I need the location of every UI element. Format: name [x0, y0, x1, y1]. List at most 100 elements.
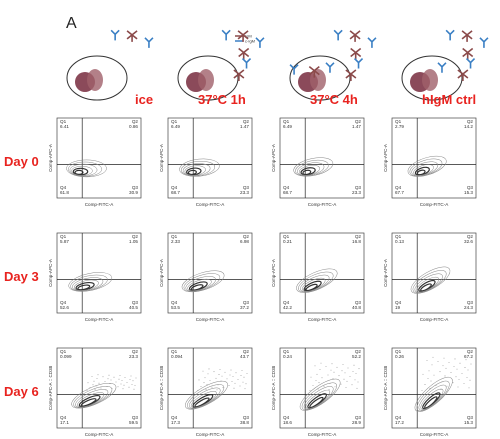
quadrant-name: Q2	[243, 234, 250, 239]
quadrant-name: Q1	[60, 349, 67, 354]
event-dot	[309, 390, 311, 391]
contour	[422, 392, 441, 410]
contour	[68, 272, 113, 292]
event-dot	[433, 374, 435, 376]
event-dot	[429, 388, 431, 390]
condition-label: hIgM ctrl	[422, 92, 476, 107]
quadrant-name: Q4	[395, 185, 402, 190]
quadrant-percent: 0.094	[171, 354, 183, 359]
event-dot	[113, 376, 115, 378]
event-dot	[330, 369, 332, 371]
x-axis-label: Comp-FITC-A	[85, 317, 115, 322]
antibody	[237, 47, 250, 61]
event-dot	[319, 369, 321, 370]
condition-label: 37°C 4h	[310, 92, 358, 107]
event-dot	[106, 386, 108, 387]
event-dot	[443, 357, 445, 359]
event-dot	[444, 375, 446, 377]
event-dot	[109, 383, 111, 384]
plot-frame	[167, 117, 253, 199]
event-dot	[95, 385, 97, 387]
event-dot	[437, 361, 439, 362]
event-dot	[318, 382, 320, 384]
quadrant-percent: 68.7	[283, 190, 292, 195]
contour	[293, 157, 334, 177]
event-dot	[131, 384, 133, 385]
event-dot	[344, 372, 346, 374]
antibody	[353, 57, 364, 70]
event-dot	[107, 378, 109, 380]
quadrant-percent: 19	[395, 305, 401, 310]
quadrant-name: Q1	[283, 234, 290, 239]
contour	[411, 161, 439, 176]
event-dot	[222, 387, 224, 389]
quadrant-name: Q2	[132, 119, 139, 124]
event-dot	[358, 368, 360, 370]
contour	[407, 155, 447, 177]
nucleus	[87, 69, 103, 91]
event-dot	[428, 370, 430, 372]
quadrant-name: Q4	[283, 415, 290, 420]
event-dot	[441, 381, 443, 383]
y-axis-label: Comp-APC-A	[159, 143, 164, 172]
event-dot	[439, 371, 441, 373]
panel-label: A	[66, 15, 77, 32]
plot-frame	[279, 232, 365, 314]
contour	[185, 380, 228, 410]
quadrant-percent: 15.3	[464, 190, 473, 195]
plot-frame	[56, 117, 142, 199]
event-dot	[135, 377, 137, 379]
contour	[184, 165, 206, 176]
quadrant-percent: 23.3	[129, 354, 138, 359]
quadrant-percent: 14.2	[464, 124, 473, 129]
event-dot	[130, 375, 132, 377]
event-dot	[205, 388, 207, 390]
antibody	[479, 37, 489, 49]
event-dot	[232, 376, 234, 378]
event-dot	[442, 365, 444, 367]
quadrant-percent: 67.7	[395, 190, 404, 195]
event-dot	[118, 378, 120, 380]
plot-frame	[56, 347, 142, 429]
event-dot	[100, 387, 102, 389]
day-label: Day 3	[4, 269, 39, 284]
event-dot	[432, 356, 434, 358]
plot-frame	[56, 232, 142, 314]
event-dot	[461, 373, 463, 374]
quadrant-percent: 28.9	[352, 420, 361, 425]
event-dot	[92, 384, 94, 386]
quadrant-name: Q1	[171, 349, 178, 354]
event-dot	[219, 369, 221, 370]
event-dot	[343, 378, 345, 380]
y-axis-label: Comp-APC-A	[271, 258, 276, 287]
event-dot	[220, 380, 222, 382]
quadrant-name: Q2	[467, 234, 474, 239]
y-axis-label: Comp-APC-A	[271, 143, 276, 172]
contour	[298, 271, 334, 293]
quadrant-percent: 52.2	[352, 354, 361, 359]
event-dot	[310, 376, 312, 378]
contour	[66, 159, 107, 178]
contour	[71, 382, 117, 409]
quadrant-percent: 42.2	[283, 305, 292, 310]
contour	[188, 387, 221, 409]
quadrant-name: Q2	[355, 119, 362, 124]
contour	[301, 277, 326, 292]
event-dot	[111, 388, 113, 389]
contour	[410, 266, 451, 294]
contour	[72, 277, 104, 291]
event-dot	[323, 385, 325, 387]
event-dot	[463, 383, 465, 384]
quadrant-percent: 61.8	[60, 190, 69, 195]
day-label: Day 0	[4, 154, 39, 169]
quadrant-percent: 6.49	[171, 124, 180, 129]
contour	[301, 382, 337, 411]
quadrant-percent: 6.41	[60, 124, 69, 129]
contour	[297, 162, 325, 176]
